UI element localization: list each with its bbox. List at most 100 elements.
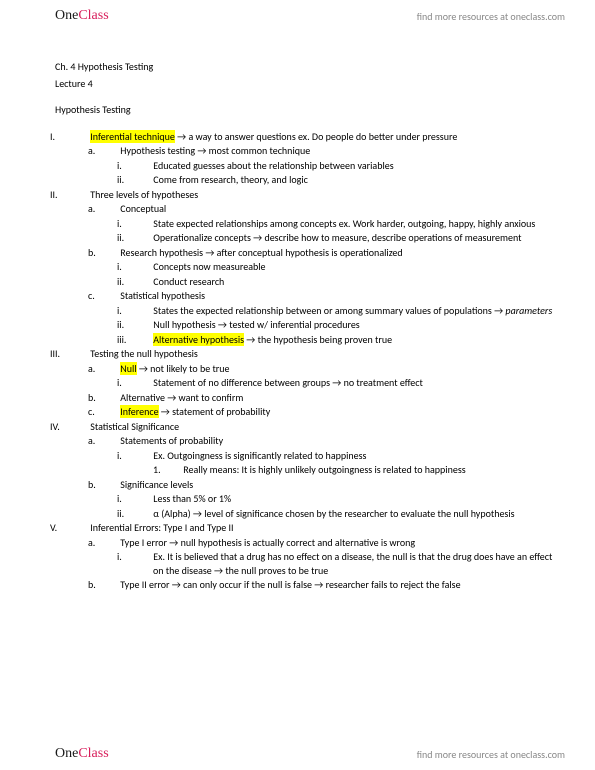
outline-root: I. Inferential technique → a way to answ… [55, 130, 555, 593]
text: Three levels of hypotheses [90, 188, 198, 201]
outline-III-c: c. Inference → statement of probability [55, 405, 555, 420]
text: Inferential Errors: Type I and Type II [90, 521, 233, 534]
text: State expected relationships among conce… [153, 217, 535, 230]
marker: IV. [70, 420, 88, 434]
resources-link-bottom[interactable]: find more resources at oneclass.com [417, 748, 565, 761]
text: Type II error → can only occur if the nu… [120, 578, 460, 591]
text: Type I error → null hypothesis is actual… [120, 536, 415, 549]
marker: V. [70, 521, 88, 535]
hl-alternative-hypothesis: Alternative hypothesis [153, 333, 244, 346]
outline-III-b: b. Alternative → want to confirm [55, 391, 555, 406]
outline-II-c-ii: ii. Null hypothesis → tested w/ inferent… [55, 318, 555, 333]
doc-title-line1: Ch. 4 Hypothesis Testing [55, 60, 555, 74]
text: Statistical Significance [90, 420, 179, 433]
outline-I-a-ii: ii. Come from research, theory, and logi… [55, 173, 555, 188]
marker: i. [135, 217, 151, 231]
marker: II. [70, 188, 88, 202]
outline-IV-a-i-1: 1. Really means: It is highly unlikely o… [55, 463, 555, 478]
text-rest: → the hypothesis being proven true [244, 333, 392, 346]
brand-logo: OneClass [55, 8, 109, 24]
text: α (Alpha) → level of significance chosen… [153, 507, 514, 520]
marker: ii. [135, 507, 151, 521]
outline-I: I. Inferential technique → a way to answ… [55, 130, 555, 145]
text: Really means: It is highly unlikely outg… [183, 463, 465, 476]
marker: i. [135, 260, 151, 274]
outline-I-a-i: i. Educated guesses about the relationsh… [55, 159, 555, 174]
brand-part-one: One [55, 746, 78, 762]
outline-II-c: c. Statistical hypothesis [55, 289, 555, 304]
text: Educated guesses about the relationship … [153, 159, 393, 172]
outline-II-b-i: i. Concepts now measureable [55, 260, 555, 275]
brand-part-two: Class [78, 8, 108, 24]
marker: i. [135, 492, 151, 506]
text: Research hypothesis → after conceptual h… [120, 246, 402, 259]
text: Conceptual [120, 202, 166, 215]
page-header: OneClass find more resources at oneclass… [0, 0, 595, 32]
marker: i. [135, 376, 151, 390]
outline-IV-b-i: i. Less than 5% or 1% [55, 492, 555, 507]
brand-part-one: One [55, 8, 78, 24]
marker: b. [104, 578, 118, 592]
text: Come from research, theory, and logic [153, 173, 308, 186]
outline-II-b-ii: ii. Conduct research [55, 275, 555, 290]
text-rest: → not likely to be true [137, 362, 230, 375]
marker: b. [104, 391, 118, 405]
marker: c. [104, 405, 118, 419]
marker-I: I. [70, 130, 88, 144]
text: Less than 5% or 1% [153, 492, 231, 505]
outline-V-b: b. Type II error → can only occur if the… [55, 578, 555, 593]
text: Significance levels [120, 478, 193, 491]
outline-II-a-i: i. State expected relationships among co… [55, 217, 555, 232]
outline-III-a-i: i. Statement of no difference between gr… [55, 376, 555, 391]
outline-III: III. Testing the null hypothesis [55, 347, 555, 362]
marker: III. [70, 347, 88, 361]
hl-null: Null [120, 362, 136, 375]
outline-II-a: a. Conceptual [55, 202, 555, 217]
outline-IV-a: a. Statements of probability [55, 434, 555, 449]
marker: a. [104, 434, 118, 448]
marker: a. [104, 536, 118, 550]
document-body: Ch. 4 Hypothesis Testing Lecture 4 Hypot… [55, 60, 555, 593]
marker: iii. [135, 333, 151, 347]
marker: c. [104, 289, 118, 303]
hl-inference: Inference [120, 405, 158, 418]
outline-V-a-i: i. Ex. It is believed that a drug has no… [55, 550, 555, 578]
text: Alternative → want to confirm [120, 391, 243, 404]
outline-IV-a-i: i. Ex. Outgoingness is significantly rel… [55, 449, 555, 464]
text-I-rest: → a way to answer questions ex. Do peopl… [175, 130, 457, 143]
outline-IV: IV. Statistical Significance [55, 420, 555, 435]
text-rest: → statement of probability [159, 405, 271, 418]
page-footer: OneClass find more resources at oneclass… [0, 738, 595, 770]
outline-II-b: b. Research hypothesis → after conceptua… [55, 246, 555, 261]
text: Statistical hypothesis [120, 289, 205, 302]
marker: a. [104, 144, 118, 158]
outline-II: II. Three levels of hypotheses [55, 188, 555, 203]
marker: ii. [135, 231, 151, 245]
outline-IV-b-ii: ii. α (Alpha) → level of significance ch… [55, 507, 555, 522]
text: Ex. It is believed that a drug has no ef… [153, 550, 552, 577]
text: Concepts now measureable [153, 260, 265, 273]
marker: i. [135, 159, 151, 173]
section-heading: Hypothesis Testing [55, 103, 555, 117]
text-pre: States the expected relationship between… [153, 304, 505, 317]
marker: ii. [135, 173, 151, 187]
text: Conduct research [153, 275, 224, 288]
text: Null hypothesis → tested w/ inferential … [153, 318, 359, 331]
resources-link-top[interactable]: find more resources at oneclass.com [417, 10, 565, 23]
text-italic-parameters: parameters [505, 304, 552, 317]
text: Statement of no difference between group… [153, 376, 423, 389]
text: Testing the null hypothesis [90, 347, 198, 360]
outline-V: V. Inferential Errors: Type I and Type I… [55, 521, 555, 536]
outline-III-a: a. Null → not likely to be true [55, 362, 555, 377]
doc-title-line2: Lecture 4 [55, 77, 555, 91]
outline-II-c-i: i. States the expected relationship betw… [55, 304, 555, 319]
marker: i. [135, 449, 151, 463]
outline-V-a: a. Type I error → null hypothesis is act… [55, 536, 555, 551]
outline-II-a-ii: ii. Operationalize concepts → describe h… [55, 231, 555, 246]
marker: ii. [135, 275, 151, 289]
marker: a. [104, 202, 118, 216]
marker: i. [135, 304, 151, 318]
hl-inferential-technique: Inferential technique [90, 130, 175, 143]
outline-I-a: a. Hypothesis testing → most common tech… [55, 144, 555, 159]
brand-logo-footer: OneClass [55, 746, 109, 762]
